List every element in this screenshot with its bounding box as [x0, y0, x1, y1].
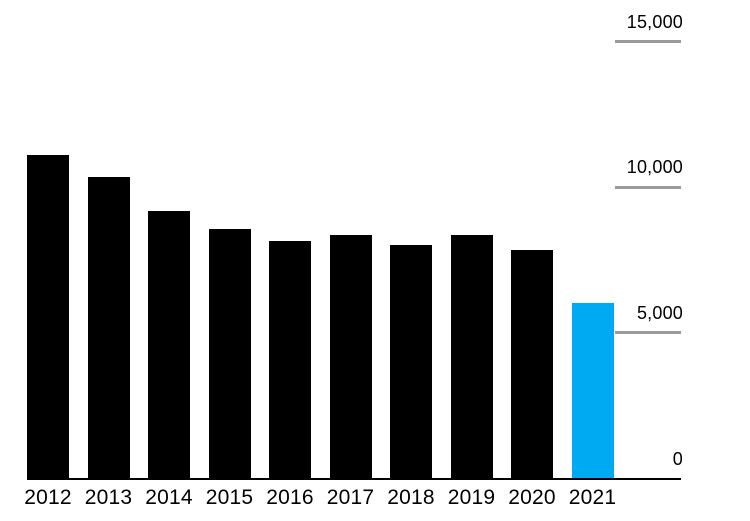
- bar-2021: [571, 302, 614, 479]
- x-axis-label-2018: 2018: [387, 486, 435, 509]
- x-axis-label-2016: 2016: [266, 486, 314, 509]
- bar-2020: [511, 250, 553, 479]
- x-axis-label-2019: 2019: [447, 486, 496, 509]
- y-axis-tick-label-10000: 10,000: [626, 157, 683, 178]
- bar-2012: [27, 155, 69, 479]
- y-axis-tick-label-15000: 15,000: [626, 11, 683, 32]
- bar-2018: [390, 244, 432, 479]
- x-axis-label-2012: 2012: [24, 486, 72, 509]
- x-axis-label-2014: 2014: [145, 486, 193, 509]
- y-gridline-15000: [615, 40, 681, 43]
- bar-2019: [450, 234, 493, 479]
- x-axis-label-2013: 2013: [84, 486, 133, 509]
- y-axis-tick-label-5000: 5,000: [636, 302, 683, 323]
- bar-2014: [148, 210, 190, 479]
- x-axis-label-2015: 2015: [205, 486, 254, 509]
- x-axis-label-2017: 2017: [326, 486, 375, 509]
- y-axis-tick-label-0: 0: [672, 448, 683, 469]
- x-axis-label-2021: 2021: [568, 486, 617, 509]
- bar-2016: [269, 241, 311, 479]
- y-gridline-10000: [615, 185, 681, 189]
- x-axis-label-2020: 2020: [508, 486, 556, 509]
- bar-2015: [208, 228, 251, 479]
- bar-2017: [329, 234, 372, 479]
- y-gridline-5000: [615, 331, 681, 335]
- x-axis-baseline: [27, 477, 681, 480]
- bar-2013: [87, 176, 130, 479]
